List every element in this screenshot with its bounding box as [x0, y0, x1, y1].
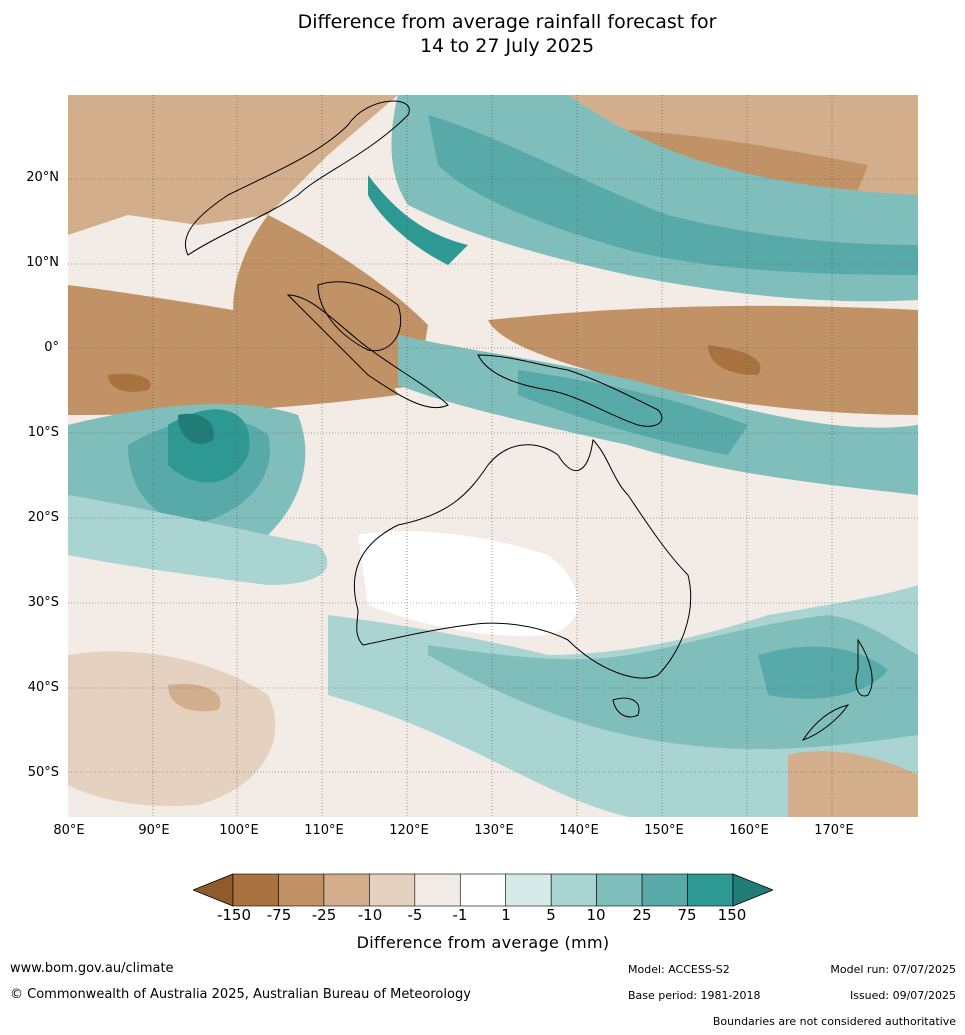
legend-tick: -150 [216, 906, 252, 924]
legend-tick: -5 [407, 906, 423, 924]
lon-label-130e: 130°E [474, 823, 514, 838]
rainfall-map [68, 95, 918, 817]
footer-url: www.bom.gov.au/climate [10, 961, 174, 976]
lat-label-10n: 10°N [26, 255, 59, 270]
footer-base-period: Base period: 1981-2018 [628, 989, 761, 1002]
lon-label-80e: 80°E [53, 823, 85, 838]
lat-label-0: 0° [44, 340, 59, 355]
legend-swatch [369, 873, 416, 907]
lon-label-140e: 140°E [559, 823, 599, 838]
anomaly-field [68, 95, 918, 817]
legend-tick: 75 [677, 906, 697, 924]
legend-tick: 150 [717, 906, 747, 924]
chart-title: Difference from average rainfall forecas… [0, 10, 965, 58]
lat-label-30s: 30°S [27, 595, 59, 610]
title-line-2: 14 to 27 July 2025 [419, 35, 595, 57]
legend-tick: 5 [546, 906, 556, 924]
lon-label-160e: 160°E [729, 823, 769, 838]
rainfall-map-svg [68, 95, 918, 817]
sumatra-outline [286, 294, 449, 409]
australia-outline [353, 438, 692, 679]
coastlines [184, 100, 873, 741]
legend-swatch [414, 873, 461, 907]
lon-label-170e: 170°E [814, 823, 854, 838]
lat-label-20n: 20°N [26, 170, 59, 185]
new-zealand-outline [801, 638, 873, 741]
legend-tick: 1 [501, 906, 511, 924]
legend-title: Difference from average (mm) [356, 933, 610, 952]
graticule [68, 95, 918, 817]
lat-label-40s: 40°S [27, 680, 59, 695]
legend-tick: 10 [586, 906, 606, 924]
lon-label-90e: 90°E [138, 823, 170, 838]
asia-coast-outline [184, 100, 410, 256]
new-guinea-outline [477, 354, 663, 427]
legend-tick: 25 [632, 906, 652, 924]
legend-colorbar [193, 873, 773, 907]
legend-swatch [687, 873, 734, 907]
borneo-outline [317, 281, 402, 352]
lon-label-150e: 150°E [644, 823, 684, 838]
legend-tick: -25 [311, 906, 337, 924]
footer-disclaimer: Boundaries are not considered authoritat… [712, 1015, 956, 1028]
lat-label-20s: 20°S [27, 510, 59, 525]
title-line-1: Difference from average rainfall forecas… [297, 11, 717, 33]
footer-model-run: Model run: 07/07/2025 [830, 963, 956, 976]
legend-swatch [323, 873, 370, 907]
legend-swatch [550, 873, 597, 907]
footer-model: Model: ACCESS-S2 [628, 963, 730, 976]
legend-arrow-high [732, 873, 773, 907]
tasmania-outline [612, 697, 640, 718]
footer-issued: Issued: 09/07/2025 [849, 989, 956, 1002]
legend-swatches [232, 873, 734, 907]
legend-swatch [505, 873, 552, 907]
legend-swatch [641, 873, 688, 907]
legend-swatch [232, 873, 279, 907]
lon-label-110e: 110°E [304, 823, 344, 838]
legend-swatch [278, 873, 325, 907]
legend-swatch [596, 873, 643, 907]
footer-copyright: © Commonwealth of Australia 2025, Austra… [10, 987, 471, 1002]
lat-label-10s: 10°S [27, 425, 59, 440]
lon-label-120e: 120°E [389, 823, 429, 838]
legend-tick: -1 [452, 906, 468, 924]
legend-arrow-low [193, 873, 234, 907]
lat-label-50s: 50°S [27, 765, 59, 780]
lon-label-100e: 100°E [219, 823, 259, 838]
legend-tick: -75 [266, 906, 292, 924]
legend-tick: -10 [357, 906, 383, 924]
legend-swatch [459, 873, 507, 907]
